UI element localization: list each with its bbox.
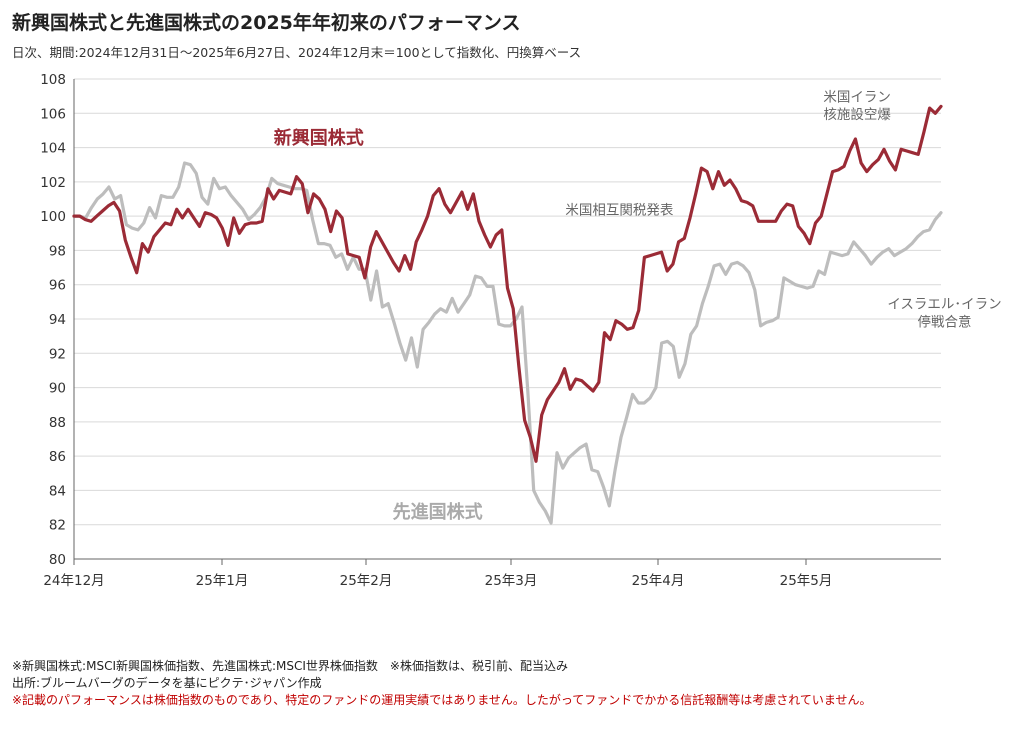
x-tick-label: 25年4月 bbox=[632, 573, 685, 589]
annotation-label: 米国相互関税発表 bbox=[565, 202, 673, 218]
x-tick-label: 25年5月 bbox=[780, 573, 833, 589]
footnote-source: 出所:ブルームバーグのデータを基にピクテ･ジャパン作成 bbox=[12, 676, 322, 690]
chart-title: 新興国株式と先進国株式の2025年年初来のパフォーマンス bbox=[12, 12, 521, 34]
series-line bbox=[72, 104, 943, 463]
y-tick-label: 84 bbox=[49, 483, 66, 499]
annotation-label: 核施設空爆 bbox=[823, 107, 891, 123]
grid-lines bbox=[74, 78, 941, 560]
y-tick-label: 100 bbox=[40, 209, 66, 225]
y-tick-label: 102 bbox=[40, 175, 66, 191]
footnote-disclaimer: ※記載のパフォーマンスは株価指数のものであり、特定のファンドの運用実績ではありま… bbox=[12, 693, 872, 707]
annotation-label: 停戦合意 bbox=[917, 313, 971, 330]
annotation-label: 新興国株式 bbox=[274, 127, 364, 149]
y-tick-label: 82 bbox=[49, 518, 66, 534]
y-tick-label: 90 bbox=[49, 381, 66, 397]
x-tick-label: 25年1月 bbox=[196, 573, 249, 589]
y-tick-label: 92 bbox=[49, 346, 66, 362]
y-tick-label: 88 bbox=[49, 415, 66, 431]
line-chart: 80 82 84 86 88 90 92 94 96 98 100 102 104 106 108 24年12… bbox=[40, 72, 1002, 589]
axes: 80 82 84 86 88 90 92 94 96 98 100 102 104 106 108 24年12… bbox=[40, 72, 941, 589]
y-tick-label: 108 bbox=[40, 72, 66, 88]
x-tick-label: 24年12月 bbox=[43, 573, 104, 589]
annotation-label: イスラエル･イラン bbox=[887, 297, 1001, 313]
y-tick-label: 104 bbox=[40, 141, 66, 157]
x-tick-label: 25年3月 bbox=[485, 573, 538, 589]
y-tick-label: 96 bbox=[49, 278, 66, 294]
annotation-label: 米国イラン bbox=[823, 89, 891, 105]
annotation-label: 先進国株式 bbox=[393, 501, 483, 523]
chart-subtitle: 日次、期間:2024年12月31日～2025年6月27日、2024年12月末＝1… bbox=[12, 45, 582, 60]
footnotes: ※新興国株式:MSCI新興国株価指数、先進国株式:MSCI世界株価指数 ※株価指… bbox=[12, 658, 872, 709]
y-tick-label: 94 bbox=[49, 312, 66, 328]
y-tick-label: 106 bbox=[40, 106, 66, 122]
series-line bbox=[72, 161, 943, 525]
y-tick-label: 98 bbox=[49, 243, 66, 259]
x-tick-label: 25年2月 bbox=[340, 573, 393, 589]
y-tick-label: 80 bbox=[49, 552, 66, 568]
footnote-index-definition: ※新興国株式:MSCI新興国株価指数、先進国株式:MSCI世界株価指数 ※株価指… bbox=[12, 659, 568, 673]
y-tick-label: 86 bbox=[49, 449, 66, 465]
series-lines bbox=[72, 104, 943, 525]
